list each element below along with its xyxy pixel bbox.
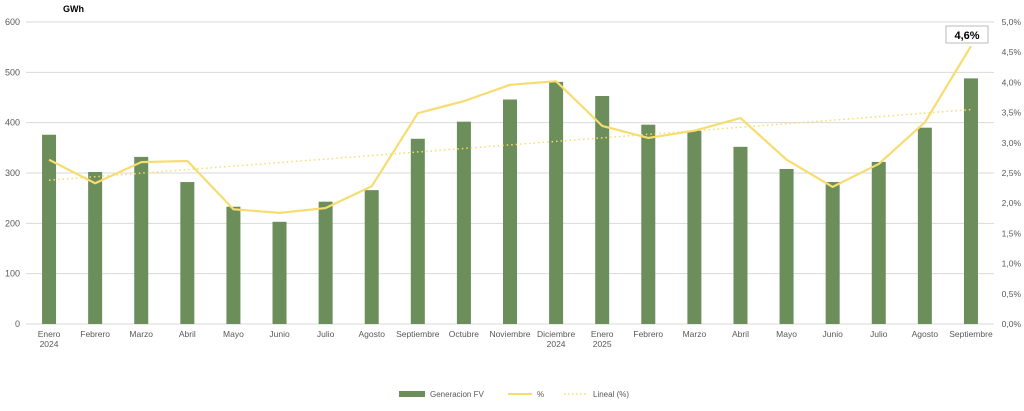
legend: Generacion FV % Lineal (%) [399,390,629,399]
x-tick-label: Julio [317,329,335,339]
annotation-text: 4,6% [954,30,979,42]
x-tick-label: Septiembre [396,329,440,339]
x-tick-label: Agosto [912,329,939,339]
bar [503,100,517,324]
y-tick-label-right: 4,5% [1002,47,1022,57]
x-tick-label: Noviembre [489,329,530,339]
bar [273,222,287,324]
bar [365,190,379,324]
y-tick-label: 200 [5,218,20,228]
bar [826,182,840,324]
y-tick-label-right: 3,5% [1002,108,1022,118]
bar [918,128,932,324]
legend-label: Lineal (%) [593,390,629,399]
legend-item-generacion-fv[interactable]: Generacion FV [399,390,484,399]
legend-item-percent[interactable]: % [508,390,544,399]
x-tick-label: Febrero [633,329,663,339]
y-tick-label-right: 3,0% [1002,138,1022,148]
y-tick-label: 300 [5,168,20,178]
x-tick-label: Marzo [129,329,153,339]
y-tick-label: 0 [15,319,20,329]
bar [457,122,471,324]
y-tick-label-right: 2,5% [1002,168,1022,178]
x-tick-label: Abril [179,329,196,339]
y-tick-label: 600 [5,17,20,27]
x-tick-label: Junio [269,329,290,339]
x-tick-label: Marzo [683,329,707,339]
y-tick-label: 400 [5,118,20,128]
y-tick-label-right: 0,0% [1002,319,1022,329]
bar [226,207,240,324]
y-axis-label: GWh [63,4,84,14]
y-tick-label: 100 [5,269,20,279]
x-tick-label: Octubre [449,329,480,339]
y-tick-label-right: 1,0% [1002,259,1022,269]
x-tick-label: Agosto [358,329,385,339]
annotation-last-value: 4,6% [946,26,988,43]
bar [319,202,333,324]
bar [733,147,747,324]
y-tick-label-right: 5,0% [1002,17,1022,27]
legend-label: Generacion FV [430,390,484,399]
bar [180,182,194,324]
x-tick-label: Septiembre [949,329,993,339]
bar [872,162,886,324]
x-tick-label: Junio [823,329,844,339]
x-tick-label: Julio [870,329,888,339]
y-tick-label-right: 1,5% [1002,228,1022,238]
bar [687,131,701,324]
legend-label: % [537,390,544,399]
x-tick-label: Mayo [223,329,244,339]
bar [964,78,978,324]
bar [411,139,425,324]
y-axis-right: 0,0% 0,5% 1,0% 1,5% 2,0% 2,5% 3,0% 3,5% 4,0% 4,5%… [1002,17,1022,329]
x-tick-label: Mayo [776,329,797,339]
y-tick-label-right: 0,5% [1002,289,1022,299]
y-axis-left: 0 100 200 300 400 500 600 [5,17,20,329]
y-tick-label: 500 [5,67,20,77]
x-tick-label: Febrero [80,329,110,339]
bar [595,96,609,324]
bar [134,157,148,324]
bar [641,125,655,324]
legend-item-lineal[interactable]: Lineal (%) [564,390,629,399]
y-tick-label-right: 2,0% [1002,198,1022,208]
x-tick-label: Abril [732,329,749,339]
y-tick-label-right: 4,0% [1002,77,1022,87]
bar [549,82,563,324]
bar [88,172,102,324]
bars [42,78,978,324]
bar [780,169,794,324]
